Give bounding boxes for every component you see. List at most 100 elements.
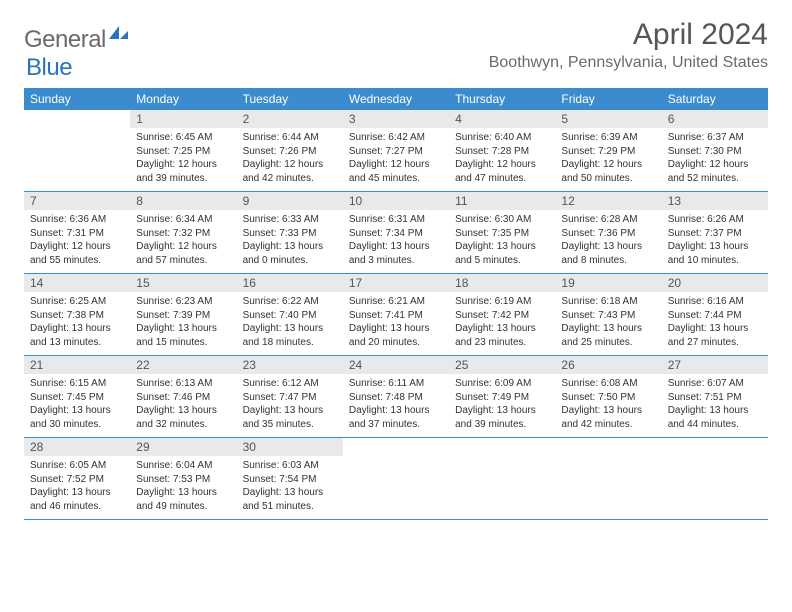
weekday-header: Tuesday: [237, 88, 343, 110]
calendar-day-cell: [555, 438, 661, 520]
day-details: Sunrise: 6:39 AMSunset: 7:29 PMDaylight:…: [555, 128, 661, 191]
day-detail-line: Sunset: 7:33 PM: [243, 227, 337, 241]
day-detail-line: Sunset: 7:52 PM: [30, 473, 124, 487]
sail-icon: [108, 24, 130, 47]
day-detail-line: Sunrise: 6:34 AM: [136, 213, 230, 227]
day-detail-line: and 42 minutes.: [561, 418, 655, 432]
calendar-day-cell: 4Sunrise: 6:40 AMSunset: 7:28 PMDaylight…: [449, 110, 555, 192]
day-details: Sunrise: 6:40 AMSunset: 7:28 PMDaylight:…: [449, 128, 555, 191]
calendar-day-cell: 7Sunrise: 6:36 AMSunset: 7:31 PMDaylight…: [24, 192, 130, 274]
day-detail-line: Sunrise: 6:16 AM: [668, 295, 762, 309]
calendar-day-cell: [449, 438, 555, 520]
day-details: Sunrise: 6:19 AMSunset: 7:42 PMDaylight:…: [449, 292, 555, 355]
day-detail-line: Daylight: 13 hours: [30, 322, 124, 336]
day-detail-line: Sunrise: 6:08 AM: [561, 377, 655, 391]
day-detail-line: Sunset: 7:38 PM: [30, 309, 124, 323]
calendar-day-cell: 1Sunrise: 6:45 AMSunset: 7:25 PMDaylight…: [130, 110, 236, 192]
day-detail-line: Daylight: 12 hours: [136, 240, 230, 254]
day-details: Sunrise: 6:23 AMSunset: 7:39 PMDaylight:…: [130, 292, 236, 355]
day-number: 4: [449, 110, 555, 128]
brand-part1: General: [24, 26, 106, 54]
day-details: Sunrise: 6:34 AMSunset: 7:32 PMDaylight:…: [130, 210, 236, 273]
day-detail-line: Daylight: 13 hours: [455, 322, 549, 336]
day-detail-line: Daylight: 13 hours: [349, 240, 443, 254]
day-number: 12: [555, 192, 661, 210]
day-number: 21: [24, 356, 130, 374]
day-details: Sunrise: 6:36 AMSunset: 7:31 PMDaylight:…: [24, 210, 130, 273]
day-detail-line: Sunset: 7:28 PM: [455, 145, 549, 159]
day-detail-line: Sunset: 7:30 PM: [668, 145, 762, 159]
day-detail-line: Daylight: 12 hours: [243, 158, 337, 172]
day-detail-line: and 27 minutes.: [668, 336, 762, 350]
day-detail-line: Sunset: 7:45 PM: [30, 391, 124, 405]
day-details: Sunrise: 6:22 AMSunset: 7:40 PMDaylight:…: [237, 292, 343, 355]
day-detail-line: and 20 minutes.: [349, 336, 443, 350]
location-subtitle: Boothwyn, Pennsylvania, United States: [489, 54, 768, 72]
brand-logo: General: [24, 18, 130, 55]
calendar-week-row: 14Sunrise: 6:25 AMSunset: 7:38 PMDayligh…: [24, 274, 768, 356]
day-detail-line: and 39 minutes.: [455, 418, 549, 432]
calendar-day-cell: 26Sunrise: 6:08 AMSunset: 7:50 PMDayligh…: [555, 356, 661, 438]
day-number: 17: [343, 274, 449, 292]
calendar-table: SundayMondayTuesdayWednesdayThursdayFrid…: [24, 88, 768, 520]
day-detail-line: Sunrise: 6:45 AM: [136, 131, 230, 145]
calendar-day-cell: 17Sunrise: 6:21 AMSunset: 7:41 PMDayligh…: [343, 274, 449, 356]
day-detail-line: Sunset: 7:51 PM: [668, 391, 762, 405]
day-detail-line: and 47 minutes.: [455, 172, 549, 186]
day-details: Sunrise: 6:04 AMSunset: 7:53 PMDaylight:…: [130, 456, 236, 519]
day-detail-line: and 13 minutes.: [30, 336, 124, 350]
day-number: 2: [237, 110, 343, 128]
day-detail-line: Daylight: 13 hours: [455, 404, 549, 418]
day-detail-line: Sunset: 7:37 PM: [668, 227, 762, 241]
day-detail-line: Sunset: 7:25 PM: [136, 145, 230, 159]
day-detail-line: and 51 minutes.: [243, 500, 337, 514]
day-detail-line: Sunrise: 6:07 AM: [668, 377, 762, 391]
day-detail-line: Daylight: 13 hours: [561, 322, 655, 336]
calendar-day-cell: 14Sunrise: 6:25 AMSunset: 7:38 PMDayligh…: [24, 274, 130, 356]
day-number: 14: [24, 274, 130, 292]
calendar-day-cell: 23Sunrise: 6:12 AMSunset: 7:47 PMDayligh…: [237, 356, 343, 438]
calendar-day-cell: 10Sunrise: 6:31 AMSunset: 7:34 PMDayligh…: [343, 192, 449, 274]
calendar-day-cell: 27Sunrise: 6:07 AMSunset: 7:51 PMDayligh…: [662, 356, 768, 438]
month-title: April 2024: [489, 18, 768, 52]
day-details: Sunrise: 6:25 AMSunset: 7:38 PMDaylight:…: [24, 292, 130, 355]
day-detail-line: and 55 minutes.: [30, 254, 124, 268]
calendar-day-cell: 11Sunrise: 6:30 AMSunset: 7:35 PMDayligh…: [449, 192, 555, 274]
calendar-day-cell: 21Sunrise: 6:15 AMSunset: 7:45 PMDayligh…: [24, 356, 130, 438]
day-detail-line: Sunrise: 6:12 AM: [243, 377, 337, 391]
day-number: 10: [343, 192, 449, 210]
day-detail-line: Sunset: 7:40 PM: [243, 309, 337, 323]
calendar-day-cell: 28Sunrise: 6:05 AMSunset: 7:52 PMDayligh…: [24, 438, 130, 520]
day-detail-line: Daylight: 12 hours: [561, 158, 655, 172]
day-detail-line: Daylight: 13 hours: [243, 486, 337, 500]
day-detail-line: and 3 minutes.: [349, 254, 443, 268]
calendar-day-cell: 3Sunrise: 6:42 AMSunset: 7:27 PMDaylight…: [343, 110, 449, 192]
calendar-day-cell: 9Sunrise: 6:33 AMSunset: 7:33 PMDaylight…: [237, 192, 343, 274]
day-detail-line: Sunrise: 6:42 AM: [349, 131, 443, 145]
day-detail-line: Sunrise: 6:26 AM: [668, 213, 762, 227]
day-detail-line: and 42 minutes.: [243, 172, 337, 186]
day-detail-line: Daylight: 13 hours: [136, 404, 230, 418]
day-detail-line: Sunrise: 6:44 AM: [243, 131, 337, 145]
day-number: 25: [449, 356, 555, 374]
day-detail-line: Sunrise: 6:25 AM: [30, 295, 124, 309]
day-number: 1: [130, 110, 236, 128]
day-detail-line: and 37 minutes.: [349, 418, 443, 432]
day-details: Sunrise: 6:09 AMSunset: 7:49 PMDaylight:…: [449, 374, 555, 437]
day-number: 18: [449, 274, 555, 292]
day-detail-line: Sunset: 7:29 PM: [561, 145, 655, 159]
day-detail-line: Sunrise: 6:37 AM: [668, 131, 762, 145]
day-number: 3: [343, 110, 449, 128]
day-number: 9: [237, 192, 343, 210]
day-detail-line: and 30 minutes.: [30, 418, 124, 432]
day-detail-line: Sunset: 7:53 PM: [136, 473, 230, 487]
day-number: 15: [130, 274, 236, 292]
day-detail-line: Sunset: 7:39 PM: [136, 309, 230, 323]
calendar-day-cell: [662, 438, 768, 520]
day-detail-line: Daylight: 13 hours: [136, 486, 230, 500]
day-detail-line: and 49 minutes.: [136, 500, 230, 514]
day-detail-line: Daylight: 13 hours: [668, 322, 762, 336]
day-number: 6: [662, 110, 768, 128]
day-detail-line: Sunrise: 6:36 AM: [30, 213, 124, 227]
day-number: 22: [130, 356, 236, 374]
